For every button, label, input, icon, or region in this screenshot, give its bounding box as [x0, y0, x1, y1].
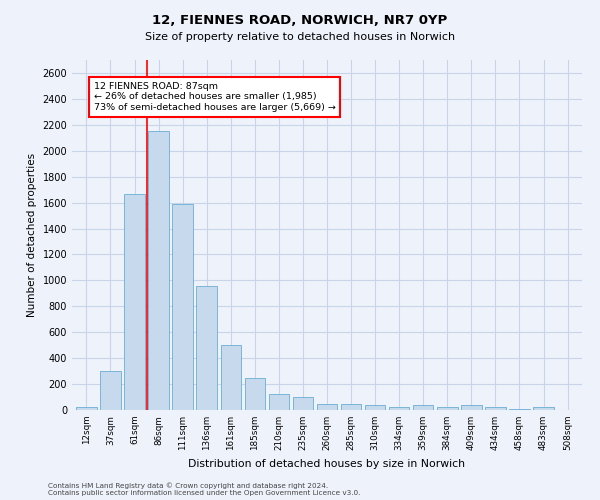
Bar	[365, 406, 385, 410]
Text: Contains public sector information licensed under the Open Government Licence v3: Contains public sector information licen…	[48, 490, 361, 496]
Text: 12, FIENNES ROAD, NORWICH, NR7 0YP: 12, FIENNES ROAD, NORWICH, NR7 0YP	[152, 14, 448, 27]
Y-axis label: Number of detached properties: Number of detached properties	[27, 153, 37, 317]
Bar	[172, 204, 193, 410]
Bar	[76, 407, 97, 410]
Bar	[533, 407, 554, 410]
Bar	[148, 132, 169, 410]
Text: Size of property relative to detached houses in Norwich: Size of property relative to detached ho…	[145, 32, 455, 42]
Bar	[485, 408, 506, 410]
Bar	[317, 404, 337, 410]
Bar	[341, 404, 361, 410]
X-axis label: Distribution of detached houses by size in Norwich: Distribution of detached houses by size …	[188, 458, 466, 468]
Text: Contains HM Land Registry data © Crown copyright and database right 2024.: Contains HM Land Registry data © Crown c…	[48, 482, 328, 489]
Bar	[221, 345, 241, 410]
Text: 12 FIENNES ROAD: 87sqm
← 26% of detached houses are smaller (1,985)
73% of semi-: 12 FIENNES ROAD: 87sqm ← 26% of detached…	[94, 82, 335, 112]
Bar	[245, 378, 265, 410]
Bar	[196, 286, 217, 410]
Bar	[293, 397, 313, 410]
Bar	[437, 408, 458, 410]
Bar	[413, 406, 433, 410]
Bar	[461, 406, 482, 410]
Bar	[269, 394, 289, 410]
Bar	[389, 408, 409, 410]
Bar	[124, 194, 145, 410]
Bar	[100, 371, 121, 410]
